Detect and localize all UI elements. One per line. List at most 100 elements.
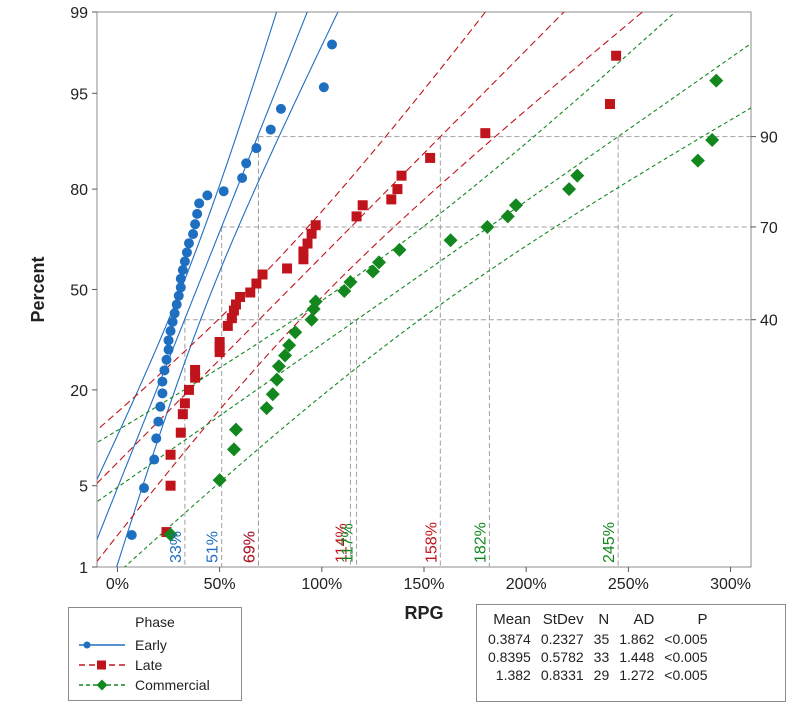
early-point	[218, 186, 229, 197]
annotation-label: 158%	[423, 522, 440, 563]
axes: 0% 50% 100% 150% 200% 250% 300% 1 5 20 50 80 95 99 40 7…	[70, 5, 778, 593]
early-point	[192, 208, 203, 219]
stats-header: StDev	[542, 611, 584, 628]
commercial-point	[562, 182, 577, 197]
late-point	[351, 211, 362, 222]
late-point	[298, 254, 309, 265]
stats-cell: <0.005	[664, 631, 708, 647]
stats-cell: 35	[593, 631, 610, 647]
stats-table-box: Mean StDev N AD P 0.3874 0.2327 35 1.862…	[476, 604, 786, 702]
annotation-label: 245%	[601, 522, 618, 563]
stats-cell: 1.272	[619, 667, 655, 683]
y-axis-label: Percent	[28, 256, 48, 322]
late-point	[480, 128, 491, 139]
commercial-point	[269, 372, 284, 387]
early-point	[157, 376, 168, 387]
late-point	[165, 449, 176, 460]
early-point	[155, 401, 166, 412]
commercial-point	[508, 198, 523, 213]
late-point	[177, 409, 188, 420]
stats-cell: 1.862	[619, 631, 655, 647]
early-point	[151, 433, 162, 444]
legend-label-commercial: Commercial	[135, 677, 210, 693]
right-tick-label: 40	[760, 313, 778, 330]
commercial-point	[365, 264, 380, 279]
stats-cell: 0.2327	[540, 631, 584, 647]
early-point	[161, 354, 172, 365]
early-point	[163, 335, 174, 346]
y-tick-label: 20	[70, 383, 88, 400]
commercial-point	[705, 132, 720, 147]
late-point	[386, 194, 397, 205]
late-point	[604, 99, 615, 110]
stats-header: N	[598, 611, 610, 628]
x-tick-label: 300%	[710, 576, 751, 593]
late-point	[306, 228, 317, 239]
legend-label-late: Late	[135, 657, 163, 673]
early-point	[194, 198, 205, 209]
early-fit-line	[97, 12, 308, 541]
legend-item-commercial: Commercial	[77, 676, 210, 694]
stats-row: 0.3874 0.2327 35 1.862 <0.005	[483, 630, 713, 648]
annotation-label: 33%	[168, 531, 185, 563]
commercial-point	[259, 401, 274, 416]
commercial-point	[343, 275, 358, 290]
late-point	[298, 246, 309, 257]
early-point	[169, 308, 180, 319]
late-point	[190, 372, 201, 383]
early-point	[157, 388, 168, 399]
early-point	[327, 39, 338, 50]
early-point	[237, 173, 248, 184]
legend-item-early: Early	[77, 636, 167, 654]
stats-cell: 33	[593, 649, 610, 665]
early-point	[181, 247, 192, 258]
stats-table: Mean StDev N AD P 0.3874 0.2327 35 1.862…	[483, 609, 713, 684]
late-point	[235, 291, 246, 302]
early-point	[275, 103, 286, 114]
late-point	[226, 313, 237, 324]
stats-cell: 0.5782	[540, 649, 584, 665]
early-point	[251, 143, 262, 154]
early-point	[175, 273, 186, 284]
late-point	[179, 398, 190, 409]
early-point	[173, 290, 184, 301]
late-point	[165, 480, 176, 491]
stats-cell: 0.3874	[488, 631, 531, 647]
stats-header: Mean	[493, 611, 531, 628]
commercial-point	[443, 233, 458, 248]
commercial-point	[278, 348, 293, 363]
commercial-point	[480, 219, 495, 234]
annotation-label: 51%	[205, 531, 222, 563]
annotation-label: 69%	[241, 531, 258, 563]
commercial-point	[282, 338, 297, 353]
late-point	[251, 278, 262, 289]
commercial-point	[163, 527, 178, 542]
early-point	[126, 529, 137, 540]
late-point	[228, 305, 239, 316]
late-point	[222, 320, 233, 331]
late-point	[302, 238, 313, 249]
early-point	[149, 454, 160, 465]
commercial-point	[304, 312, 319, 327]
y-tick-label: 1	[79, 560, 88, 577]
legend-swatch-commercial	[79, 679, 125, 691]
late-point	[611, 50, 622, 61]
commercial-point	[709, 73, 724, 88]
stats-cell: 29	[593, 667, 610, 683]
early-point	[241, 158, 252, 169]
annotations: 33% 51% 69%69% 114%117% 158% 182% 245%	[168, 522, 618, 563]
commercial-point	[212, 473, 227, 488]
commercial-point	[265, 387, 280, 402]
annotation-label: 114%	[333, 523, 350, 563]
legend-swatch-late	[79, 660, 125, 670]
y-tick-label: 50	[70, 283, 88, 300]
plot-area	[96, 11, 752, 568]
legend: Phase Early Late Commercial	[68, 607, 242, 701]
stats-header: P	[697, 611, 708, 628]
late-point	[175, 427, 186, 438]
commercial-point	[690, 153, 705, 168]
early-point	[177, 264, 188, 275]
early-point	[179, 256, 190, 267]
